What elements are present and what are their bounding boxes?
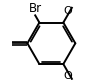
Text: O: O — [63, 6, 72, 16]
Text: Br: Br — [29, 2, 42, 15]
Text: O: O — [63, 71, 72, 81]
